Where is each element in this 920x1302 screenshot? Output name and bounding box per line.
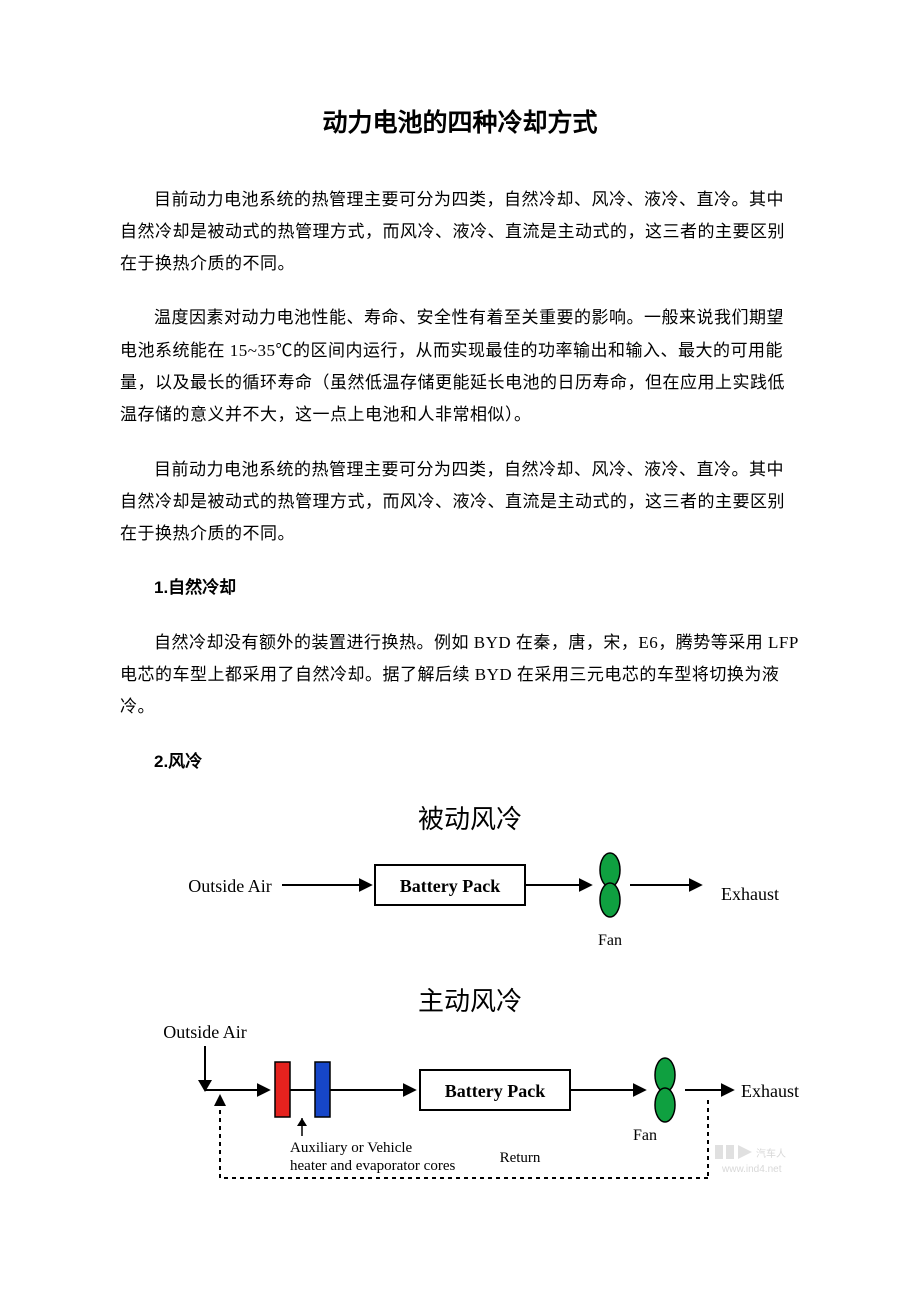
paragraph-intro-1: 目前动力电池系统的热管理主要可分为四类，自然冷却、风冷、液冷、直冷。其中自然冷却… <box>120 184 800 281</box>
passive-fan-blade-top <box>600 853 620 887</box>
document-title: 动力电池的四种冷却方式 <box>120 100 800 148</box>
section-heading-natural-cooling: 1.自然冷却 <box>120 572 800 604</box>
return-arrowhead <box>214 1094 226 1106</box>
active-aux-label1: Auxiliary or Vehicle <box>290 1140 413 1156</box>
active-fan-label: Fan <box>633 1127 657 1144</box>
svg-text:www.ind4.net: www.ind4.net <box>721 1164 782 1175</box>
active-fan-blade-top <box>655 1058 675 1092</box>
passive-outside-air-label: Outside Air <box>188 876 272 896</box>
active-evaporator-bar <box>315 1062 330 1117</box>
passive-exhaust-label: Exhaust <box>721 884 779 904</box>
active-exhaust-label: Exhaust <box>741 1081 799 1101</box>
passive-title: 被动风冷 <box>418 805 522 834</box>
paragraph-intro-2: 目前动力电池系统的热管理主要可分为四类，自然冷却、风冷、液冷、直冷。其中自然冷却… <box>120 454 800 551</box>
watermark-logo: 汽车人 www.ind4.net <box>715 1145 786 1175</box>
section-heading-air-cooling: 2.风冷 <box>120 746 800 778</box>
active-return-label: Return <box>500 1150 541 1166</box>
paragraph-natural-cooling: 自然冷却没有额外的装置进行换热。例如 BYD 在秦，唐，宋，E6，腾势等采用 L… <box>120 627 800 724</box>
paragraph-temperature: 温度因素对动力电池性能、寿命、安全性有着至关重要的影响。一般来说我们期望电池系统… <box>120 302 800 431</box>
active-fan-blade-bottom <box>655 1088 675 1122</box>
svg-text:汽车人: 汽车人 <box>756 1147 786 1160</box>
passive-battery-label: Battery Pack <box>400 876 500 896</box>
air-cooling-diagram: 被动风冷 Outside Air Battery Pack Fan Exhaus… <box>120 800 820 1220</box>
active-aux-pointer-head <box>297 1118 307 1126</box>
passive-fan-label: Fan <box>598 932 622 949</box>
active-outside-air-label: Outside Air <box>163 1022 247 1042</box>
active-battery-label: Battery Pack <box>445 1081 545 1101</box>
active-title: 主动风冷 <box>418 987 522 1016</box>
passive-fan-blade-bottom <box>600 883 620 917</box>
active-heater-bar <box>275 1062 290 1117</box>
active-aux-label2: heater and evaporator cores <box>290 1158 455 1174</box>
